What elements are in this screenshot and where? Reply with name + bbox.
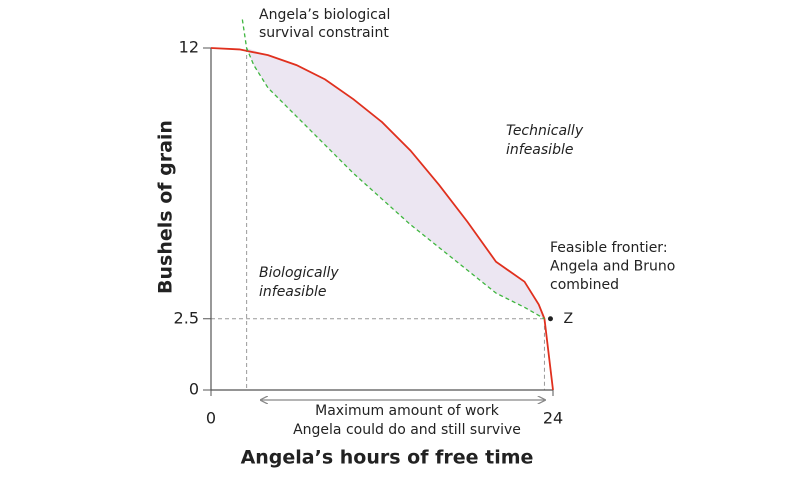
annotation: combined — [550, 277, 619, 293]
y-tick-label: 12 — [179, 38, 199, 57]
series-line — [210, 47, 554, 391]
annotation: Biologically — [259, 265, 339, 281]
y-tick-label: 0 — [189, 380, 199, 399]
point-z — [547, 316, 553, 322]
annotation: Maximum amount of work — [315, 403, 500, 419]
y-tick-label: 2.5 — [174, 308, 199, 327]
annotation: Angela’s biological — [259, 7, 390, 23]
series-line — [241, 19, 545, 320]
annotation: infeasible — [259, 284, 326, 300]
annotation: Angela and Bruno — [550, 259, 675, 275]
annotation: survival constraint — [259, 25, 389, 41]
x-tick-label: 24 — [543, 409, 563, 428]
feasible-region — [246, 48, 545, 319]
annotation: infeasible — [506, 142, 573, 158]
x-tick-label: 0 — [206, 409, 216, 428]
point-label: Z — [563, 311, 573, 327]
annotation: Feasible frontier: — [550, 240, 668, 256]
annotation: Technically — [506, 123, 584, 139]
x-axis-title: Angela’s hours of free time — [241, 447, 534, 469]
y-axis-title: Bushels of grain — [155, 120, 177, 294]
annotation: Angela could do and still survive — [293, 422, 521, 438]
